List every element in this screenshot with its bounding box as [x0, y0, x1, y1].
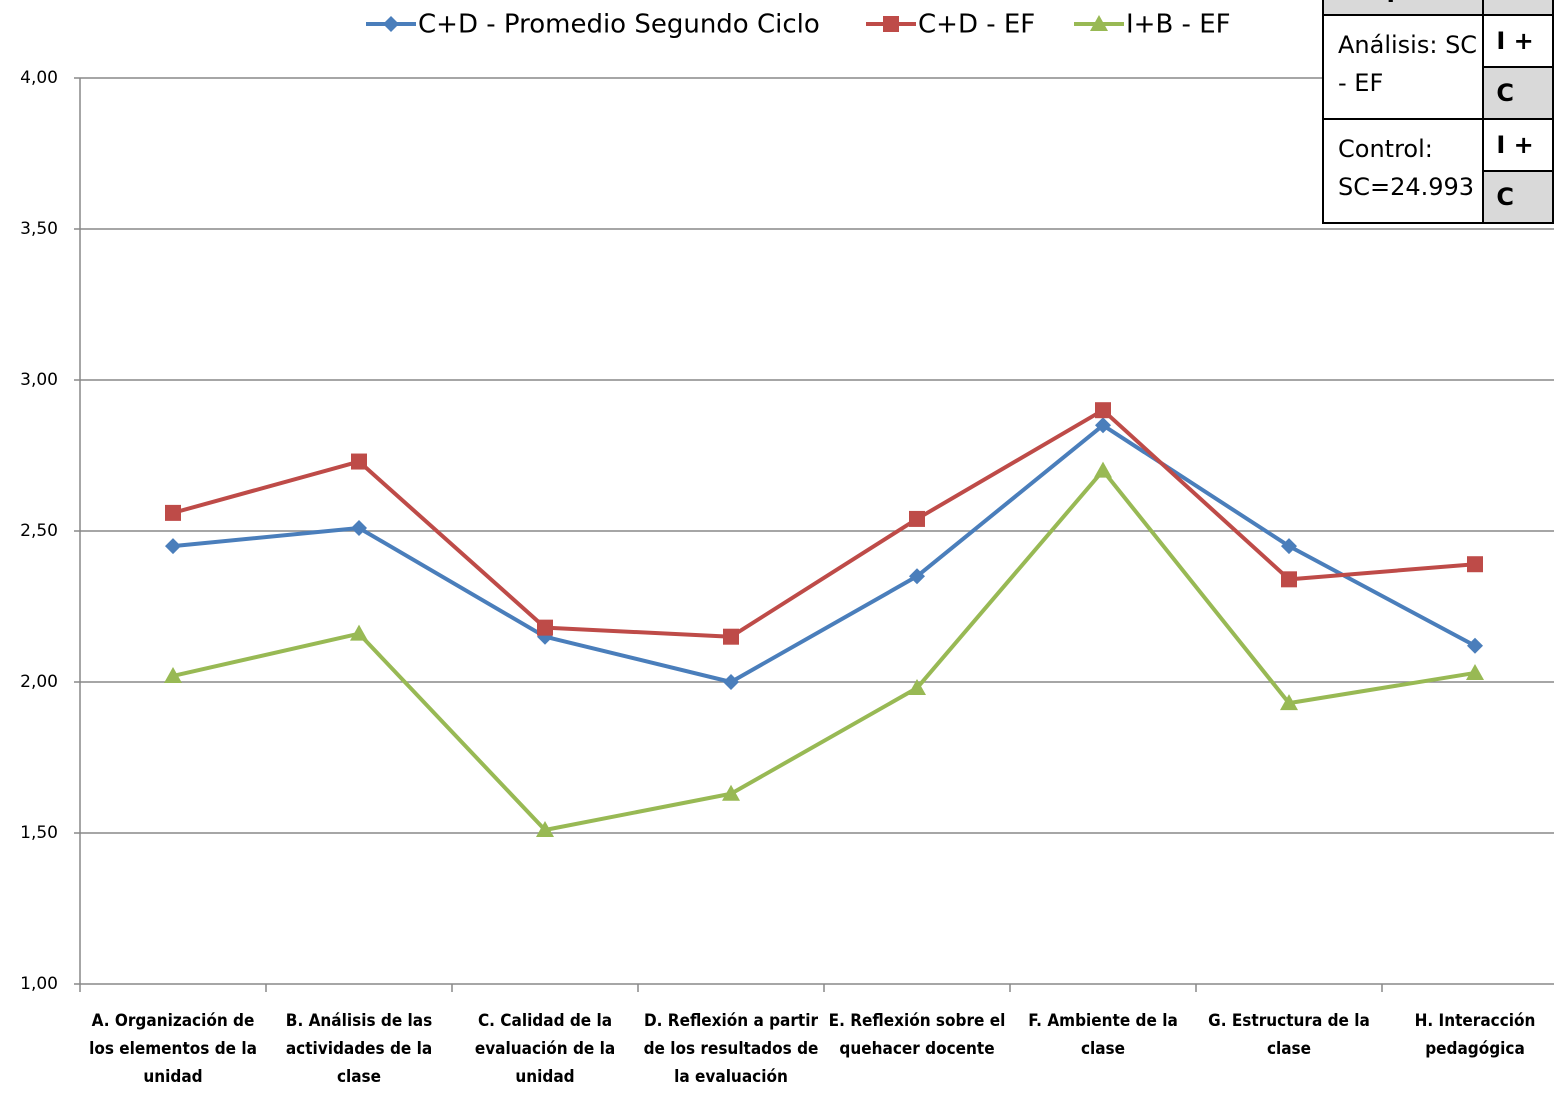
- table-header: Grupo: [1321, 0, 1485, 16]
- point: [722, 784, 740, 801]
- stats-table: GrupoC Análisis: SC - EFI + C Control: S…: [1321, 0, 1554, 224]
- point: [351, 519, 367, 536]
- point: [165, 538, 181, 555]
- x-tick-label: D. Reflexión a partir de los resultados …: [643, 1011, 819, 1087]
- legend-label: C+D - EF: [918, 10, 1035, 40]
- y-tick-label: 4,00: [20, 68, 58, 88]
- table-row-label: Análisis: SC - EF: [1321, 14, 1485, 120]
- x-tick-label: E. Reflexión sobre el quehacer docente: [828, 1011, 1006, 1059]
- y-tick-label: 3,50: [20, 219, 58, 239]
- x-tick-label: C. Calidad de la evaluación de la unidad: [474, 1011, 616, 1087]
- y-tick-label: 3,00: [20, 370, 58, 390]
- x-tick-label: F. Ambiente de la clase: [1028, 1011, 1178, 1059]
- point: [909, 510, 925, 527]
- point: [1095, 402, 1111, 419]
- legend-marker: [883, 16, 899, 32]
- point: [1095, 417, 1111, 434]
- x-tick-label: G. Estructura de la clase: [1208, 1011, 1370, 1059]
- legend-marker: [383, 16, 399, 32]
- table-cell: I +: [1482, 118, 1554, 172]
- point: [1281, 571, 1297, 588]
- point: [723, 674, 739, 690]
- x-tick-label: H. Interacción pedagógica: [1414, 1011, 1536, 1059]
- table-row-label: Control: SC=24.993: [1321, 118, 1485, 224]
- point: [1280, 694, 1298, 711]
- table-cell: C: [1482, 170, 1554, 224]
- point: [164, 666, 182, 683]
- point: [350, 624, 368, 641]
- y-tick-label: 2,00: [20, 672, 58, 692]
- point: [1466, 663, 1484, 680]
- series-line: [172, 468, 1476, 832]
- point: [1467, 637, 1483, 654]
- legend-label: I+B - EF: [1126, 10, 1231, 40]
- table-cell: C: [1482, 66, 1554, 120]
- point: [537, 619, 553, 636]
- point: [723, 628, 739, 645]
- point: [351, 453, 367, 470]
- point: [908, 679, 926, 696]
- series-line: [172, 408, 1476, 639]
- point: [536, 820, 554, 837]
- x-tick-label: A. Organización de los elementos de la u…: [89, 1011, 257, 1087]
- point: [1281, 538, 1297, 555]
- table-cell: I +: [1482, 14, 1554, 68]
- series-line: [172, 423, 1476, 684]
- point: [1467, 556, 1483, 573]
- point: [1094, 461, 1112, 478]
- legend-label: C+D - Promedio Segundo Ciclo: [418, 10, 820, 40]
- point: [165, 504, 181, 521]
- x-tick-label: B. Análisis de las actividades de la cla…: [285, 1011, 433, 1087]
- point: [909, 568, 925, 585]
- y-tick-label: 2,50: [20, 521, 58, 541]
- table-header: C: [1482, 0, 1554, 16]
- legend-marker: [1090, 15, 1108, 31]
- y-tick-label: 1,50: [20, 823, 58, 843]
- y-tick-label: 1,00: [20, 974, 58, 994]
